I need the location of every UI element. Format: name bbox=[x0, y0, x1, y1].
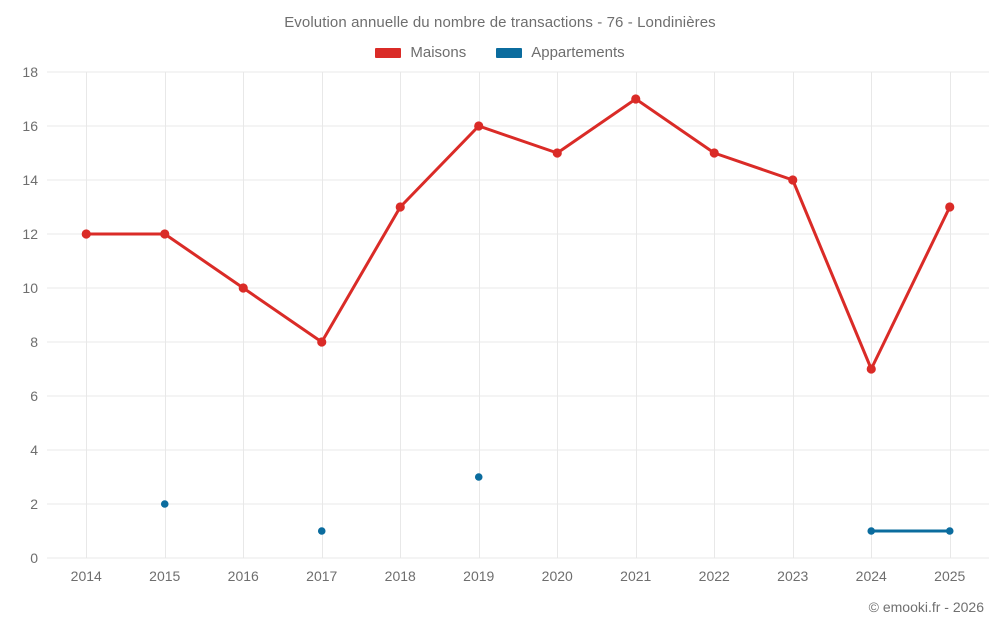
chart-legend: Maisons Appartements bbox=[0, 44, 1000, 61]
data-point-maisons-2023[interactable] bbox=[788, 175, 798, 185]
y-tick-label: 6 bbox=[30, 388, 38, 404]
data-point-appartements-2017[interactable] bbox=[317, 527, 326, 535]
y-tick-label: 16 bbox=[22, 118, 38, 134]
x-tick-label: 2021 bbox=[620, 568, 652, 584]
data-point-maisons-2018[interactable] bbox=[395, 202, 405, 212]
x-tick-label: 2023 bbox=[777, 568, 809, 584]
x-tick-label: 2015 bbox=[149, 568, 181, 584]
data-point-maisons-2022[interactable] bbox=[709, 148, 719, 158]
y-tick-label: 14 bbox=[22, 172, 38, 188]
y-tick-label: 4 bbox=[30, 442, 38, 458]
data-point-maisons-2016[interactable] bbox=[238, 283, 248, 293]
series-line-maisons bbox=[84, 97, 952, 371]
data-point-appartements-2025[interactable] bbox=[945, 527, 954, 535]
legend-swatch-appartements bbox=[496, 47, 523, 58]
series-appartements bbox=[160, 473, 954, 535]
data-point-maisons-2014[interactable] bbox=[81, 229, 91, 239]
legend-swatch-maisons bbox=[375, 47, 402, 58]
legend-item-maisons[interactable]: Maisons bbox=[375, 44, 466, 61]
data-point-maisons-2015[interactable] bbox=[160, 229, 170, 239]
y-tick-label: 18 bbox=[22, 64, 38, 80]
data-point-appartements-2024[interactable] bbox=[867, 527, 876, 535]
chart-title: Evolution annuelle du nombre de transact… bbox=[284, 14, 716, 31]
data-point-maisons-2024[interactable] bbox=[866, 364, 876, 374]
series-maisons bbox=[81, 94, 955, 374]
y-axis-ticks: 0 2 4 6 8 10 12 14 16 18 bbox=[0, 0, 38, 625]
x-tick-label: 2022 bbox=[698, 568, 730, 584]
data-point-appartements-2015[interactable] bbox=[160, 500, 169, 508]
data-point-maisons-2019[interactable] bbox=[474, 121, 484, 131]
x-tick-label: 2024 bbox=[855, 568, 887, 584]
data-point-maisons-2020[interactable] bbox=[552, 148, 562, 158]
x-tick-label: 2020 bbox=[541, 568, 573, 584]
x-tick-label: 2018 bbox=[384, 568, 416, 584]
x-tick-label: 2019 bbox=[463, 568, 495, 584]
x-tick-label: 2025 bbox=[934, 568, 966, 584]
legend-label-appartements: Appartements bbox=[531, 44, 625, 61]
x-tick-label: 2017 bbox=[306, 568, 338, 584]
data-point-maisons-2017[interactable] bbox=[317, 337, 327, 347]
y-tick-label: 8 bbox=[30, 334, 38, 350]
legend-item-appartements[interactable]: Appartements bbox=[496, 44, 625, 61]
data-point-maisons-2025[interactable] bbox=[945, 202, 955, 212]
legend-label-maisons: Maisons bbox=[410, 44, 467, 61]
gridlines bbox=[47, 71, 989, 559]
y-tick-label: 12 bbox=[22, 226, 38, 242]
data-point-appartements-2019[interactable] bbox=[474, 473, 483, 481]
y-tick-label: 0 bbox=[30, 550, 38, 566]
data-point-maisons-2021[interactable] bbox=[631, 94, 641, 104]
y-tick-label: 2 bbox=[30, 496, 38, 512]
x-tick-label: 2016 bbox=[227, 568, 259, 584]
x-tick-label: 2014 bbox=[70, 568, 102, 584]
footer-credit: © emooki.fr - 2026 bbox=[868, 599, 984, 615]
y-tick-label: 10 bbox=[22, 280, 38, 296]
